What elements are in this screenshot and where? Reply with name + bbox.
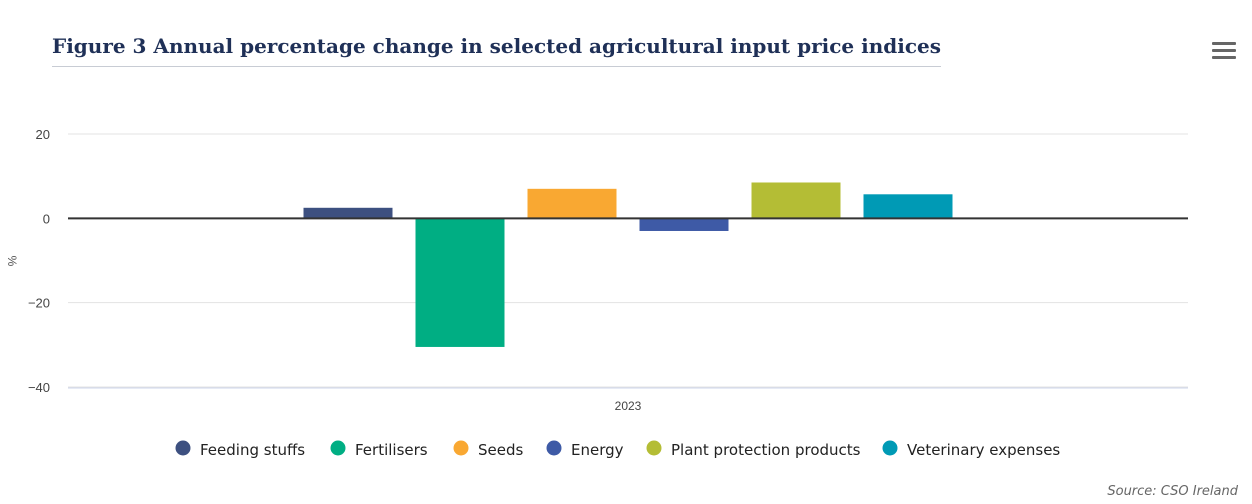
bar-veterinary-expenses bbox=[863, 194, 953, 219]
y-tick-label: −20 bbox=[28, 296, 50, 311]
legend-marker bbox=[330, 440, 346, 456]
y-axis-label: % bbox=[5, 256, 19, 267]
chart-title: Figure 3 Annual percentage change in sel… bbox=[52, 34, 941, 67]
legend-marker bbox=[453, 440, 469, 456]
bar-energy bbox=[639, 218, 729, 231]
hamburger-menu-icon[interactable] bbox=[1212, 42, 1236, 62]
x-tick-label: 2023 bbox=[615, 399, 642, 413]
legend-label: Plant protection products bbox=[671, 441, 861, 459]
legend-marker bbox=[882, 440, 898, 456]
y-tick-label: −40 bbox=[28, 380, 50, 395]
bar-fertilisers bbox=[415, 218, 505, 347]
bar-seeds bbox=[527, 188, 617, 219]
y-tick-label: 20 bbox=[36, 127, 50, 142]
y-tick-label: 0 bbox=[43, 211, 50, 226]
bar-feeding-stuffs bbox=[303, 207, 393, 219]
legend-label: Energy bbox=[571, 441, 624, 459]
legend-label: Fertilisers bbox=[355, 441, 428, 459]
bar-plant-protection-products bbox=[751, 182, 841, 219]
legend-label: Feeding stuffs bbox=[200, 441, 305, 459]
legend-label: Veterinary expenses bbox=[907, 441, 1060, 459]
legend-marker bbox=[546, 440, 562, 456]
legend-marker bbox=[175, 440, 191, 456]
source-note: Source: CSO Ireland bbox=[1107, 484, 1238, 499]
legend-marker bbox=[646, 440, 662, 456]
legend-label: Seeds bbox=[478, 441, 524, 459]
